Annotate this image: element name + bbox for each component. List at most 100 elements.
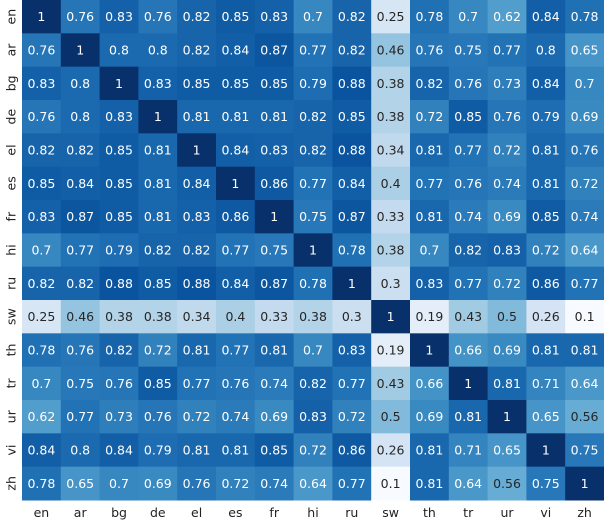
heatmap-cell-tr-vi [526,366,566,401]
cell-value-hi-sw: 0.38 [377,243,405,258]
heatmap-cell-sw-hi [293,300,333,334]
cell-value-fr-ar: 0.87 [66,209,94,224]
heatmap-cells: 1 0.76 0.83 0.76 0.82 0.85 0.83 0.7 0.82 0.25 0.78… [22,0,604,501]
heatmap-cell-ar-sw [371,33,411,68]
heatmap-cell-th-bg [99,333,139,368]
cell-value-de-vi: 0.79 [532,109,560,124]
y-tick-label-el: el [4,144,19,155]
cell-value-zh-hi: 0.64 [299,476,327,491]
cell-value-th-sw: 0.19 [377,343,405,358]
heatmap-cell-de-vi [526,100,566,134]
cell-value-hi-vi: 0.72 [532,243,560,258]
heatmap-cell-zh-sw [371,466,411,501]
heatmap-cell-hi-ur [487,233,527,268]
cell-value-th-en: 0.78 [27,343,55,358]
heatmap-cell-tr-es [216,366,256,401]
heatmap-cell-fr-bg [99,200,139,234]
cell-value-hi-bg: 0.79 [105,243,133,258]
heatmap-cell-de-en [22,100,62,134]
heatmap-cell-sw-ru [332,300,372,334]
heatmap-cell-en-tr [448,0,489,34]
cell-value-vi-sw: 0.26 [377,443,405,458]
heatmap-cell-hi-ar [60,233,101,268]
cell-value-es-th: 0.77 [415,176,443,191]
heatmap-cell-bg-vi [526,66,566,101]
heatmap-cell-tr-sw [371,366,411,401]
heatmap-cell-vi-th [410,433,450,468]
heatmap-cell-ar-ar [60,33,101,68]
cell-value-zh-sw: 0.1 [381,476,401,491]
cell-value-fr-es: 0.86 [221,209,249,224]
heatmap-cell-zh-bg [99,466,139,501]
heatmap-cell-sw-en [22,300,62,334]
cell-value-ur-el: 0.72 [183,409,211,424]
cell-value-ru-fr: 0.87 [260,276,288,291]
heatmap-cell-ar-tr [448,33,489,68]
heatmap-cell-bg-th [410,66,450,101]
cell-value-ur-es: 0.74 [221,409,249,424]
cell-value-tr-fr: 0.74 [260,376,288,391]
heatmap-cell-th-en [22,333,62,368]
cell-value-en-ru: 0.82 [338,9,366,24]
heatmap-cell-sw-th [410,300,450,334]
cell-value-bg-de: 0.83 [144,76,172,91]
heatmap-cell-fr-ar [60,200,101,234]
cell-value-ur-th: 0.69 [415,409,443,424]
heatmap-cell-zh-zh [565,466,604,501]
cell-value-es-bg: 0.85 [105,176,133,191]
cell-value-th-ru: 0.83 [338,343,366,358]
heatmap-cell-hi-en [22,233,62,268]
cell-value-ru-tr: 0.77 [454,276,482,291]
heatmap-cell-zh-hi [293,466,333,501]
cell-value-hi-hi: 1 [309,243,317,258]
cell-value-ar-el: 0.82 [183,43,211,58]
cell-value-de-de: 1 [154,109,162,124]
heatmap-cell-fr-el [177,200,217,234]
heatmap-cell-bg-zh [565,66,604,101]
heatmap-cell-en-bg [99,0,139,34]
heatmap-cell-tr-en [22,366,62,401]
cell-value-sw-tr: 0.43 [454,309,482,324]
cell-value-de-sw: 0.38 [377,109,405,124]
cell-value-ru-sw: 0.3 [381,276,401,291]
cell-value-bg-ru: 0.88 [338,76,366,91]
cell-value-ar-ar: 1 [76,43,84,58]
heatmap-cell-vi-ur [487,433,527,468]
cell-value-th-zh: 0.81 [571,343,599,358]
y-tick-label-bg: bg [4,75,19,91]
cell-value-ru-hi: 0.78 [299,276,327,291]
heatmap-cell-ru-el [177,266,217,301]
heatmap-cell-en-el [177,0,217,34]
cell-value-tr-ru: 0.77 [338,376,366,391]
heatmap-cell-ru-th [410,266,450,301]
cell-value-el-ur: 0.72 [493,143,521,158]
heatmap-cell-sw-sw [371,300,411,334]
cell-value-th-bg: 0.82 [105,343,133,358]
cell-value-ur-de: 0.76 [144,409,172,424]
heatmap-cell-ar-ur [487,33,527,68]
cell-value-tr-el: 0.77 [183,376,211,391]
heatmap-cell-vi-sw [371,433,411,468]
cell-value-zh-tr: 0.64 [454,476,482,491]
cell-value-es-ur: 0.74 [493,176,521,191]
cell-value-hi-en: 0.7 [31,243,51,258]
cell-value-ur-vi: 0.65 [532,409,560,424]
heatmap-cell-ur-es [216,400,256,434]
heatmap-cell-en-vi [526,0,566,34]
heatmap-cell-ur-el [177,400,217,434]
cell-value-vi-ur: 0.65 [493,443,521,458]
cell-value-bg-en: 0.83 [27,76,55,91]
cell-value-ur-ur: 1 [503,409,511,424]
heatmap-cell-fr-hi [293,200,333,234]
cell-value-en-de: 0.76 [144,9,172,24]
cell-value-ru-ru: 1 [348,276,356,291]
cell-value-ar-zh: 0.65 [571,43,599,58]
x-tick-label-el: el [191,505,202,520]
heatmap-cell-vi-fr [254,433,295,468]
heatmap-cell-en-ur [487,0,527,34]
cell-value-th-el: 0.81 [183,343,211,358]
heatmap-cell-de-bg [99,100,139,134]
heatmap-cell-es-es [216,166,256,201]
cell-value-th-de: 0.72 [144,343,172,358]
x-tick-label-tr: tr [463,505,474,520]
